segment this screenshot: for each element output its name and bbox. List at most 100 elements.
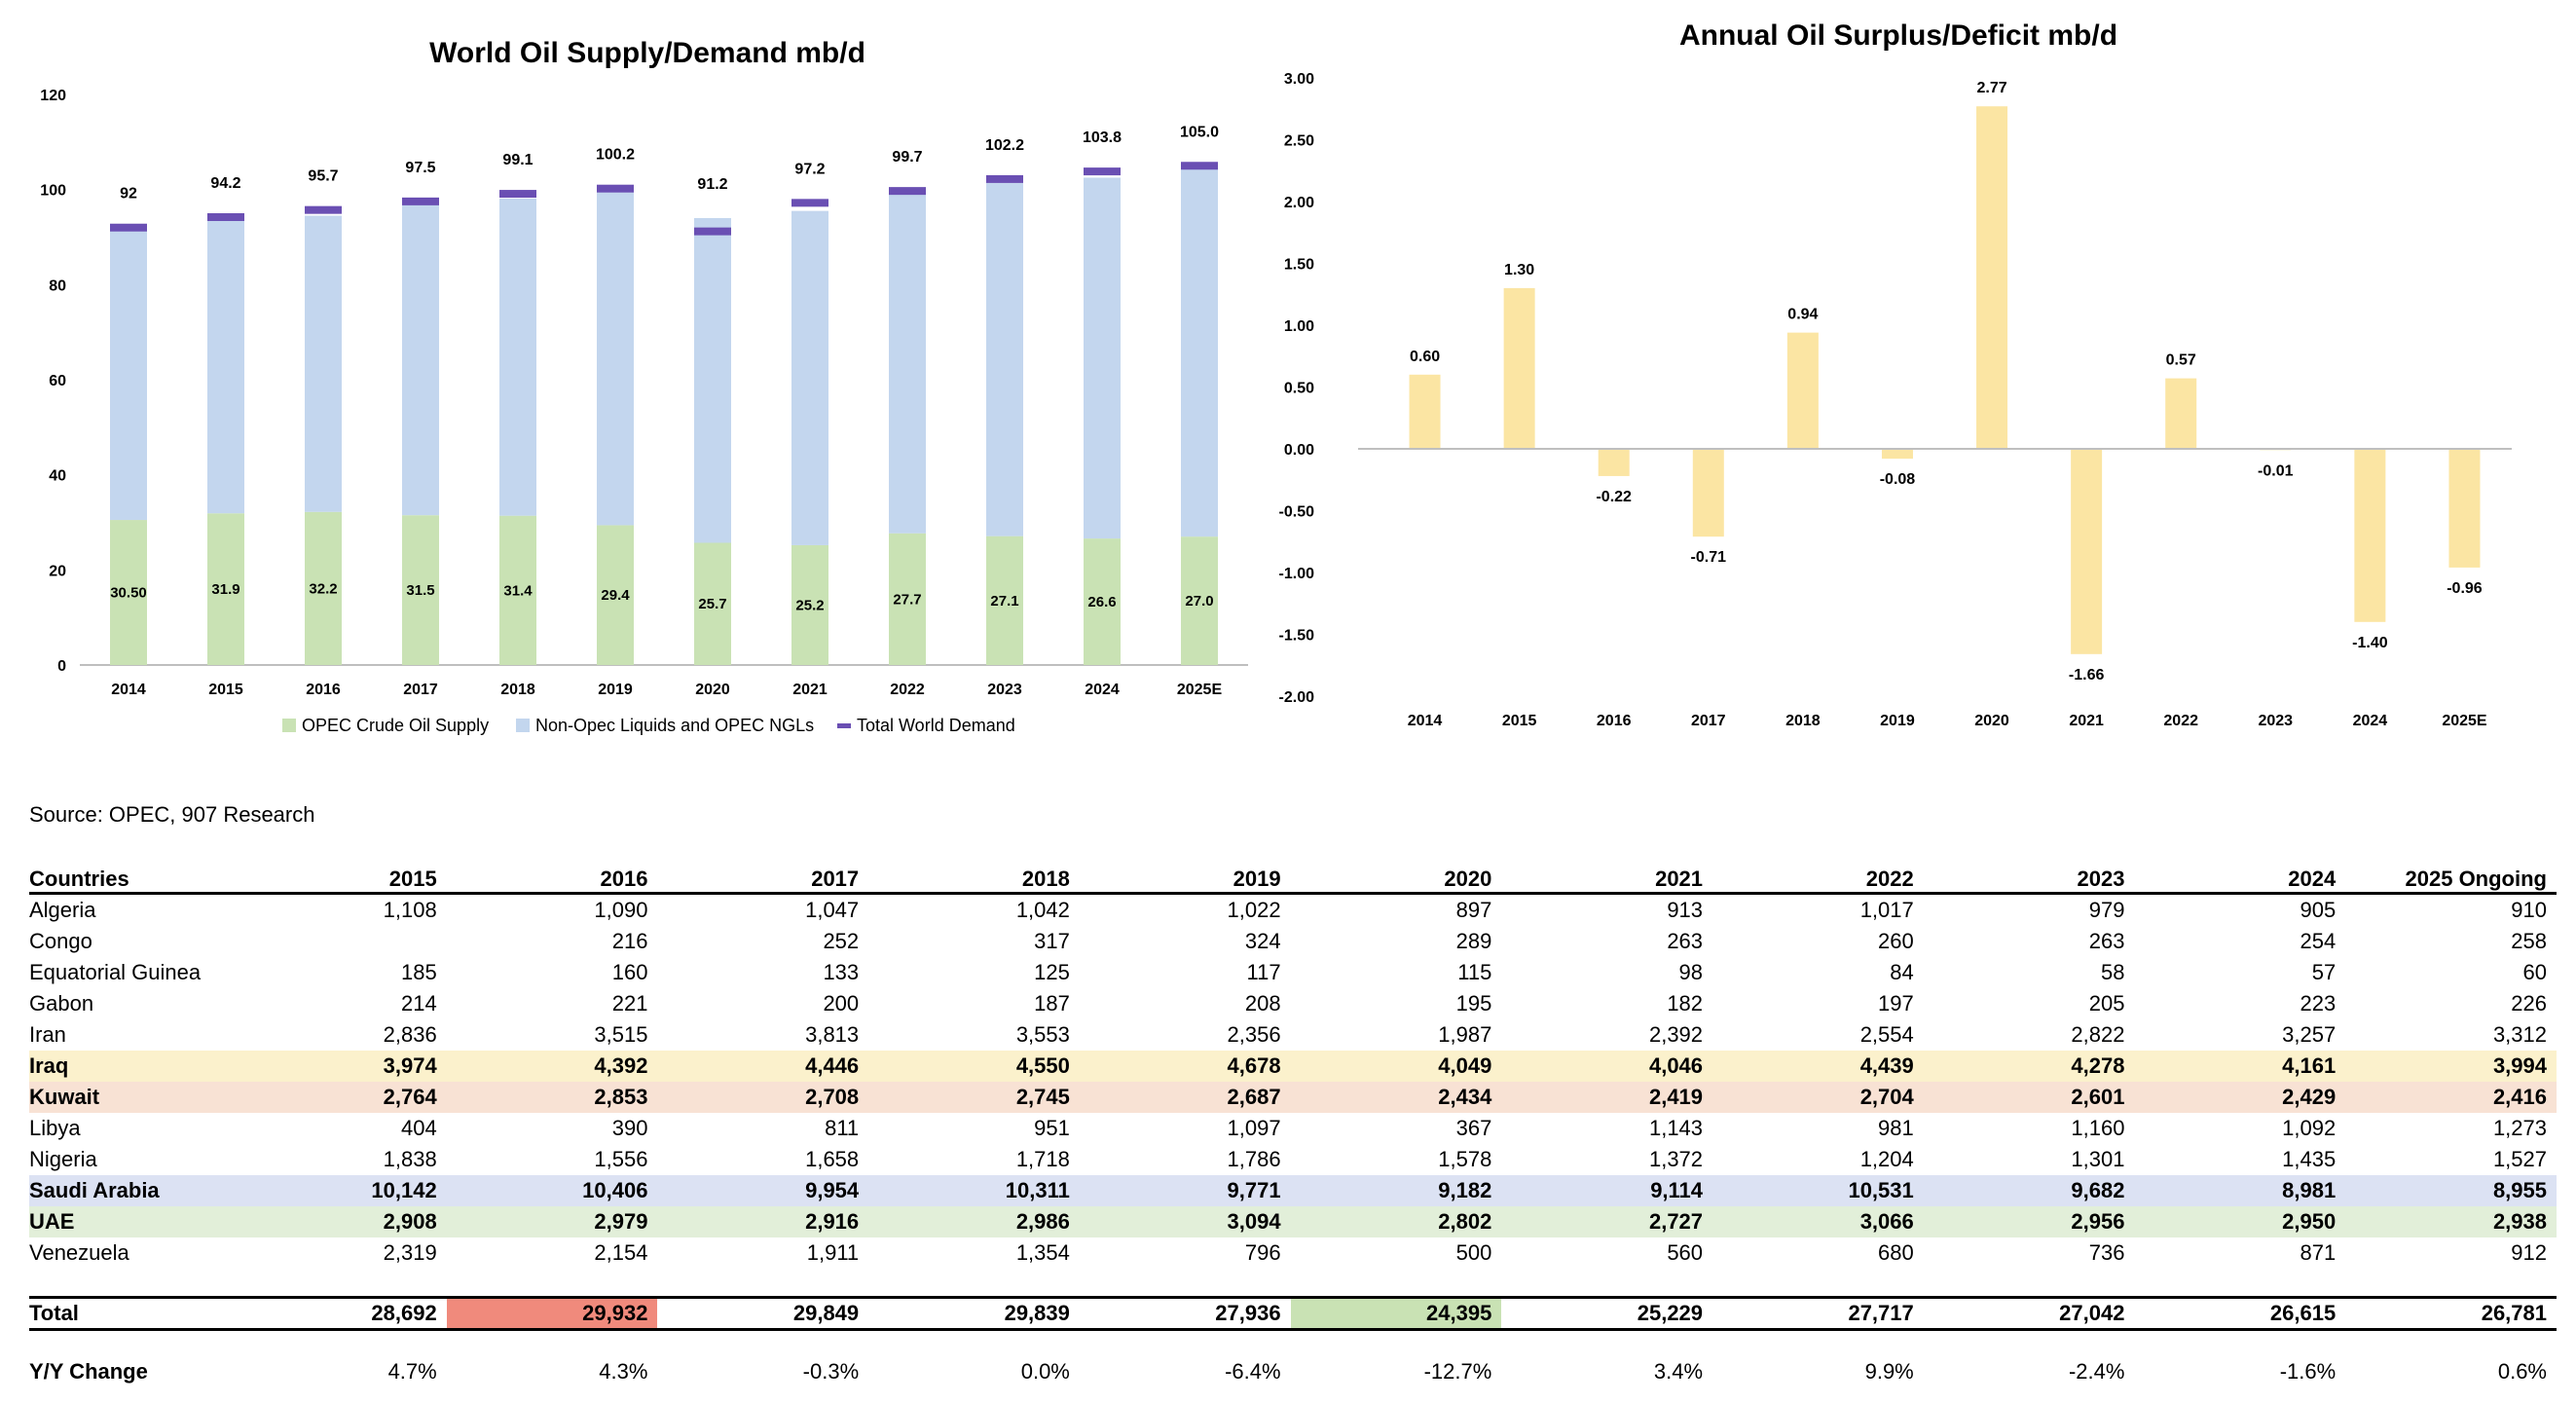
value-cell: 2,802	[1438, 1209, 1492, 1234]
bar-non-opec-supply	[207, 220, 244, 514]
yoy-row: Y/Y Change 4.7% 4.3% -0.3% 0.0% -6.4% -12.7% 3.…	[29, 1356, 2557, 1387]
demand-marker	[889, 187, 926, 196]
value-cell: 1,022	[1227, 898, 1281, 922]
y-tick-label: 40	[49, 468, 66, 485]
surplus-deficit-bar	[1409, 374, 1441, 449]
table-row: Equatorial Guinea 185 160 133 125 117 115 98 84 5…	[29, 957, 2557, 988]
country-name: Congo	[29, 929, 92, 953]
bar-opec-supply	[694, 542, 731, 665]
table-row: Venezuela 2,319 2,154 1,911 1,354 796 500 560 68…	[29, 1237, 2557, 1269]
x-tick-label: 2015	[1502, 713, 1537, 729]
x-tick-label: 2017	[403, 682, 438, 698]
value-cell: 2,956	[2071, 1209, 2125, 1234]
y-tick-label: -1.00	[1279, 566, 1315, 582]
value-cell: 9,182	[1438, 1178, 1492, 1202]
value-cell: 1,160	[2071, 1116, 2125, 1140]
value-cell: 58	[2100, 960, 2125, 984]
demand-label: 97.2	[794, 161, 825, 177]
value-cell: 115	[1457, 960, 1492, 984]
header-countries: Countries	[29, 863, 236, 895]
x-tick-label: 2020	[1974, 713, 2009, 729]
bar-non-opec-supply	[305, 215, 342, 512]
value-cell: 1,718	[1015, 1147, 1070, 1171]
country-name: Kuwait	[29, 1085, 100, 1109]
value-cell: 10,531	[1848, 1178, 1914, 1202]
value-cell: 3,974	[383, 1053, 437, 1078]
x-tick-label: 2016	[306, 682, 341, 698]
opec-supply-label: 32.2	[309, 580, 337, 597]
demand-marker	[499, 190, 536, 199]
value-cell: 1,556	[594, 1147, 648, 1171]
value-cell: 29,932	[446, 1296, 658, 1331]
value-cell: -1.6%	[2279, 1359, 2337, 1384]
opec-supply-label: 25.2	[795, 597, 824, 613]
value-cell: 2,979	[594, 1209, 648, 1234]
demand-marker	[402, 197, 439, 205]
value-cell: 29,849	[657, 1296, 869, 1331]
demand-marker	[305, 205, 342, 214]
opec-supply-label: 31.4	[503, 582, 533, 599]
bar-non-opec-supply	[499, 198, 536, 516]
value-cell: 4,550	[1015, 1053, 1070, 1078]
y-tick-label: -1.50	[1279, 628, 1315, 645]
y-tick-label: 60	[49, 373, 66, 389]
value-cell: 117	[1246, 960, 1281, 984]
value-cell: 214	[401, 991, 437, 1015]
value-cell: 221	[611, 991, 648, 1015]
bar-opec-supply	[207, 513, 244, 665]
value-cell: 252	[823, 929, 860, 953]
bar-opec-supply	[110, 520, 147, 665]
value-label: 1.30	[1504, 262, 1534, 278]
value-label: 0.60	[1410, 349, 1440, 365]
value-cell: 2,416	[2492, 1085, 2547, 1109]
value-cell: 4.3%	[599, 1359, 648, 1384]
opec-supply-label: 27.0	[1185, 593, 1213, 609]
country-name: Y/Y Change	[29, 1359, 148, 1384]
value-cell: 910	[2511, 898, 2547, 922]
value-cell: 260	[1878, 929, 1914, 953]
value-cell: 317	[1034, 929, 1070, 953]
value-cell: 560	[1667, 1240, 1704, 1265]
value-cell: 2,938	[2492, 1209, 2547, 1234]
y-tick-label: -2.00	[1279, 689, 1315, 706]
opec-supply-label: 25.7	[698, 596, 726, 612]
bar-non-opec-supply	[1181, 167, 1218, 537]
demand-label: 102.2	[985, 137, 1024, 154]
value-cell: 4,446	[805, 1053, 860, 1078]
value-label: -1.66	[2069, 667, 2105, 683]
value-cell: 796	[1244, 1240, 1281, 1265]
spacer-row	[29, 1269, 2557, 1298]
value-label: -0.01	[2258, 462, 2294, 479]
supply-demand-chart: World Oil Supply/Demand mb/d 0 20 40 60 80 100…	[40, 37, 1248, 735]
y-tick-label: 0.00	[1284, 442, 1314, 459]
bar-opec-supply	[791, 544, 828, 665]
value-cell: 1,658	[805, 1147, 860, 1171]
x-tick-label: 2019	[598, 682, 633, 698]
value-cell: 263	[2088, 929, 2125, 953]
value-cell: 3,553	[1015, 1022, 1070, 1047]
value-cell: 367	[1455, 1116, 1492, 1140]
demand-marker	[110, 223, 147, 232]
value-cell: 2,434	[1438, 1085, 1492, 1109]
value-cell: 1,987	[1438, 1022, 1492, 1047]
header-year: 2015	[236, 863, 447, 895]
surplus-deficit-bar	[1503, 287, 1535, 449]
value-cell: 0.0%	[1020, 1359, 1070, 1384]
value-cell: 226	[2511, 991, 2547, 1015]
value-cell: 98	[1678, 960, 1704, 984]
demand-marker	[1084, 167, 1121, 176]
value-cell: 1,108	[383, 898, 437, 922]
value-cell: 254	[2300, 929, 2337, 953]
value-cell: 2,836	[383, 1022, 437, 1047]
value-label: 0.94	[1787, 307, 1818, 323]
value-cell: 28,692	[236, 1296, 447, 1331]
country-name: Nigeria	[29, 1147, 97, 1171]
value-cell: 871	[2300, 1240, 2337, 1265]
value-cell: 390	[611, 1116, 648, 1140]
value-cell: 2,908	[383, 1209, 437, 1234]
value-cell: 2,822	[2071, 1022, 2125, 1047]
value-cell: 2,356	[1227, 1022, 1281, 1047]
surplus-deficit-bar	[2165, 378, 2197, 449]
value-cell: 8,981	[2282, 1178, 2337, 1202]
x-tick-label: 2025E	[2442, 713, 2487, 729]
